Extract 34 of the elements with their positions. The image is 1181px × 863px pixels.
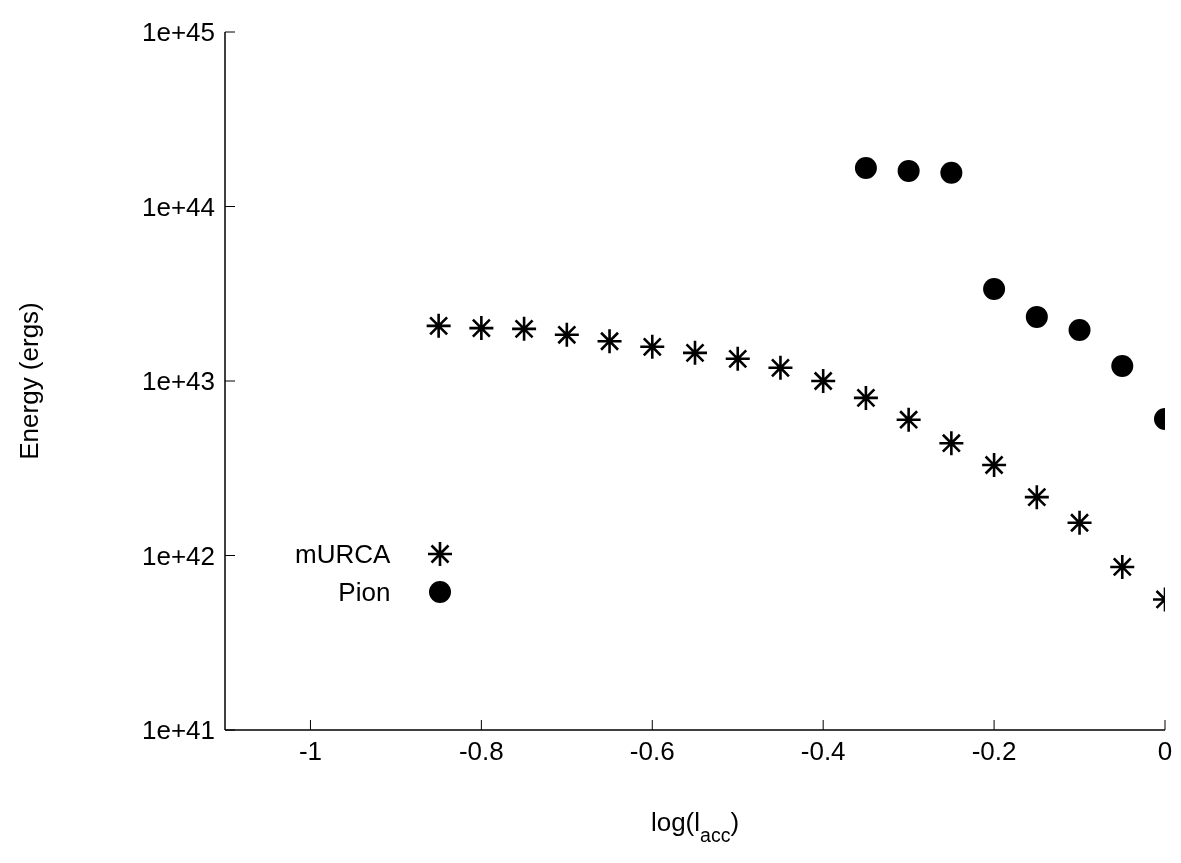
point — [1067, 510, 1092, 535]
point — [1111, 354, 1134, 377]
point — [640, 334, 665, 359]
x-tick-label: -0.6 — [629, 736, 675, 767]
point — [1110, 554, 1135, 579]
point — [1068, 319, 1091, 341]
point — [896, 407, 921, 432]
point — [1025, 305, 1048, 328]
x-tick-label: -0.2 — [971, 736, 1017, 767]
x-axis-title: log(l$_{acc}$) — [650, 807, 740, 846]
point — [469, 316, 494, 341]
x-tick-label: -1 — [298, 736, 323, 767]
legend-label: Pion — [338, 575, 391, 609]
point — [768, 355, 793, 380]
point — [939, 431, 964, 456]
point — [426, 313, 451, 338]
y-tick-label: 1e+41 — [141, 715, 215, 746]
x-tick-label: -0.8 — [458, 736, 504, 767]
point — [897, 159, 920, 182]
point — [725, 346, 750, 371]
point — [554, 322, 579, 347]
point — [811, 369, 836, 393]
point — [940, 161, 963, 184]
point — [854, 157, 877, 180]
y-tick-label: 1e+43 — [141, 366, 215, 397]
point — [983, 277, 1006, 300]
y-tick-label: 1e+45 — [141, 17, 215, 48]
y-axis-title: Energy (ergs) — [14, 302, 44, 460]
y-tick-label: 1e+42 — [141, 540, 215, 571]
legend-label: mURCA — [295, 537, 391, 571]
y-tick-label: 1e+44 — [141, 191, 215, 222]
x-tick-label: -0.4 — [800, 736, 846, 767]
x-tick-label: 0 — [1157, 736, 1173, 767]
point — [597, 329, 622, 354]
